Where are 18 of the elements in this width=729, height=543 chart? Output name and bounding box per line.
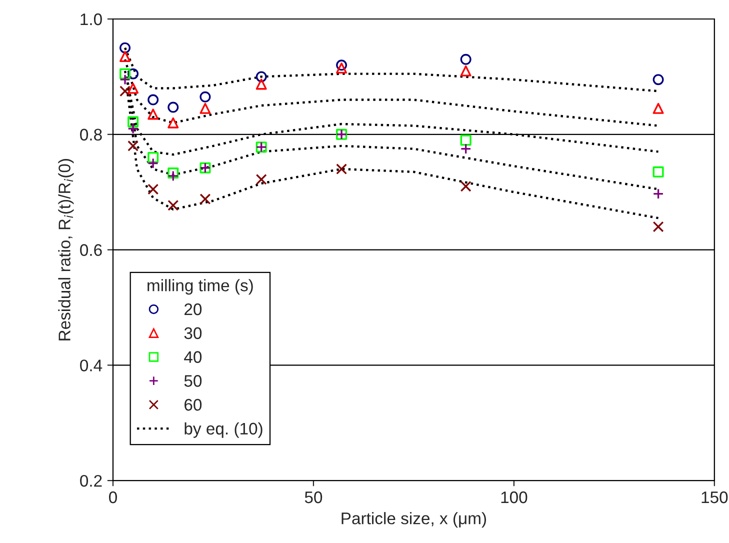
x-tick-label: 150 [702,491,728,504]
y-tick-label: 0.8 [80,128,102,141]
y-tick-label: 0.4 [80,360,102,372]
y-axis-title: Residual ratio, R$_{i}$(t)/R$_{i}$(0) [58,159,74,340]
legend-label: 30 [184,327,202,340]
legend-label: by eq. (10) [184,422,262,438]
x-tick-label: 0 [109,491,117,504]
x-tick-label: 50 [304,491,322,504]
y-tick-label: 1.0 [80,13,102,26]
legend-label: 50 [184,375,202,387]
x-tick-label: 100 [501,491,528,504]
legend-title: milling time (s) [148,279,253,295]
y-tick-label: 0.6 [80,244,102,256]
legend-label: 20 [184,303,202,316]
y-tick-label: 0.2 [80,474,102,487]
legend-label: 40 [184,351,202,363]
legend-label: 60 [184,398,202,411]
x-axis-title: Particle size, x (μm) [342,512,486,528]
